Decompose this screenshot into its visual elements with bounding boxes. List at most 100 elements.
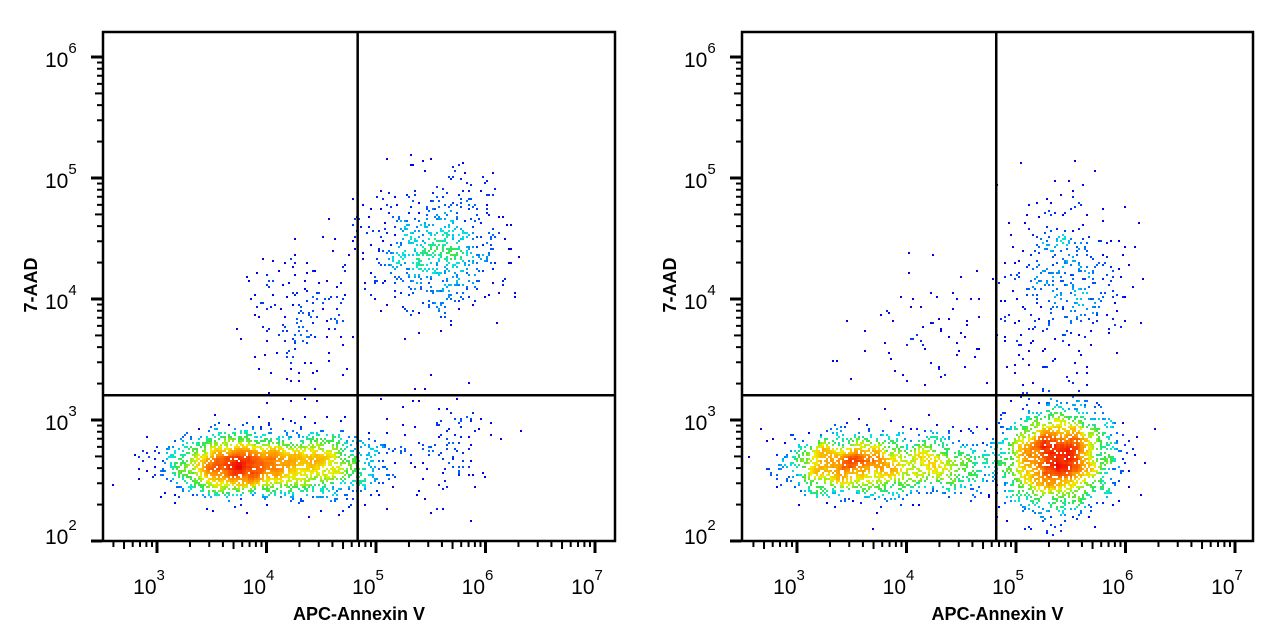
event-dot	[424, 170, 426, 172]
event-dot	[220, 446, 222, 448]
event-dot	[342, 320, 344, 322]
event-dot	[948, 460, 950, 462]
event-dot	[1080, 448, 1082, 450]
event-dot	[1040, 468, 1042, 470]
event-dot	[282, 472, 284, 474]
event-dot	[162, 474, 164, 476]
event-dot	[1076, 444, 1078, 446]
event-dot	[880, 480, 882, 482]
event-dot	[782, 466, 784, 468]
event-dot	[918, 448, 920, 450]
event-dot	[282, 448, 284, 450]
event-dot	[454, 418, 456, 420]
event-dot	[274, 482, 276, 484]
event-dot	[954, 492, 956, 494]
event-dot	[422, 448, 424, 450]
event-dot	[360, 480, 362, 482]
event-dot	[1052, 502, 1054, 504]
event-dot	[430, 248, 432, 250]
event-dot	[200, 484, 202, 486]
event-dot	[1052, 448, 1054, 450]
event-dot	[300, 428, 302, 430]
event-dot	[212, 510, 214, 512]
event-dot	[226, 460, 228, 462]
event-dot	[302, 340, 304, 342]
event-dot	[370, 456, 372, 458]
event-dot	[1056, 434, 1058, 436]
event-dot	[1046, 472, 1048, 474]
event-dot	[400, 244, 402, 246]
event-dot	[352, 454, 354, 456]
event-dot	[194, 472, 196, 474]
event-dot	[342, 460, 344, 462]
event-dot	[402, 280, 404, 282]
event-dot	[232, 452, 234, 454]
event-dot	[1004, 462, 1006, 464]
event-dot	[192, 454, 194, 456]
event-dot	[394, 462, 396, 464]
event-dot	[992, 462, 994, 464]
event-dot	[954, 464, 956, 466]
event-dot	[240, 452, 242, 454]
event-dot	[840, 474, 842, 476]
event-dot	[412, 242, 414, 244]
event-dot	[912, 472, 914, 474]
event-dot	[940, 472, 942, 474]
event-dot	[298, 312, 300, 314]
event-dot	[316, 292, 318, 294]
event-dot	[838, 444, 840, 446]
event-dot	[304, 398, 306, 400]
event-dot	[1040, 448, 1042, 450]
event-dot	[388, 192, 390, 194]
event-dot	[1044, 436, 1046, 438]
event-dot	[1058, 496, 1060, 498]
event-dot	[242, 468, 244, 470]
event-dot	[954, 460, 956, 462]
event-dot	[306, 484, 308, 486]
event-dot	[172, 446, 174, 448]
event-dot	[248, 482, 250, 484]
event-dot	[310, 464, 312, 466]
event-dot	[156, 446, 158, 448]
event-dot	[288, 350, 290, 352]
event-dot	[338, 440, 340, 442]
event-dot	[874, 476, 876, 478]
event-dot	[416, 244, 418, 246]
event-dot	[374, 466, 376, 468]
event-dot	[442, 244, 444, 246]
event-dot	[300, 472, 302, 474]
event-dot	[184, 474, 186, 476]
event-dot	[846, 456, 848, 458]
event-dot	[1002, 452, 1004, 454]
event-dot	[246, 444, 248, 446]
event-dot	[172, 454, 174, 456]
event-dot	[852, 466, 854, 468]
event-dot	[830, 456, 832, 458]
event-dot	[186, 466, 188, 468]
event-dot	[374, 440, 376, 442]
event-dot	[228, 452, 230, 454]
event-dot	[1078, 456, 1080, 458]
event-dot	[1084, 434, 1086, 436]
event-dot	[228, 458, 230, 460]
event-dot	[216, 482, 218, 484]
event-dot	[310, 474, 312, 476]
event-dot	[850, 482, 852, 484]
event-dot	[294, 238, 296, 240]
event-dot	[242, 460, 244, 462]
event-dot	[880, 466, 882, 468]
event-dot	[438, 258, 440, 260]
event-dot	[304, 462, 306, 464]
event-dot	[358, 452, 360, 454]
event-dot	[916, 490, 918, 492]
event-dot	[946, 462, 948, 464]
event-dot	[406, 268, 408, 270]
event-dot	[248, 440, 250, 442]
event-dot	[1012, 494, 1014, 496]
event-dot	[492, 282, 494, 284]
event-dot	[290, 472, 292, 474]
event-dot	[460, 296, 462, 298]
event-dot	[398, 260, 400, 262]
event-dot	[1060, 436, 1062, 438]
event-dot	[1080, 452, 1082, 454]
